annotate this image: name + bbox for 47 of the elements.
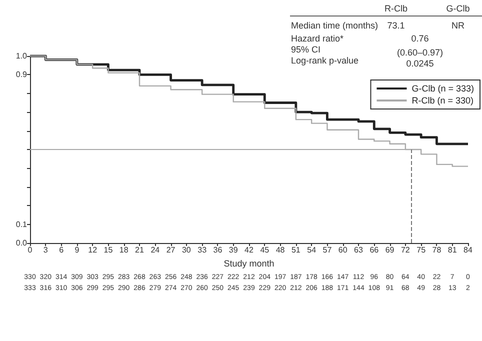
text: 95% CI xyxy=(291,44,321,54)
x-tick-label: 39 xyxy=(228,246,238,254)
x-tick-label: 6 xyxy=(59,246,64,254)
text: R-Clb xyxy=(384,4,408,14)
x-tick-label: 45 xyxy=(260,246,270,254)
annotation: (0.60–0.97) xyxy=(396,48,444,58)
x-tick-label: 42 xyxy=(244,246,254,254)
x-tick-label: 57 xyxy=(322,246,332,254)
y-tick-label: 0.9 xyxy=(16,70,28,80)
text: Median time (months) xyxy=(291,20,378,30)
x-tick-label: 75 xyxy=(416,246,426,254)
text: 73.1 xyxy=(387,20,405,30)
x-tick-label: 9 xyxy=(74,246,80,254)
x-tick-label: 78 xyxy=(432,246,442,254)
y-tick-label: 1.0 xyxy=(16,52,28,60)
x-tick-label: 60 xyxy=(338,246,348,254)
x-tick-label: 33 xyxy=(198,246,208,254)
x-tick-label: 24 xyxy=(150,246,160,254)
text: 0.76 xyxy=(411,34,429,44)
text: NR xyxy=(452,20,465,30)
text: G-Clb xyxy=(446,4,470,14)
x-tick-label: 48 xyxy=(276,246,286,254)
x-tick-label: 81 xyxy=(448,246,458,254)
text: Hazard ratio* xyxy=(291,34,344,44)
x-tick-label: 63 xyxy=(354,246,364,254)
x-tick-label: 84 xyxy=(464,246,473,254)
x-tick-label: 0 xyxy=(28,246,33,254)
legend-label: G-Clb (n = 333) xyxy=(412,84,474,94)
x-axis-title: Study month xyxy=(224,258,274,268)
x-tick-label: 30 xyxy=(182,246,192,254)
x-tick-label: 54 xyxy=(307,246,317,254)
y-tick-label: 0.0 xyxy=(16,238,28,248)
x-tick-label: 21 xyxy=(135,246,144,254)
y-tick-label: 0.1 xyxy=(16,220,28,229)
x-tick-label: 27 xyxy=(166,246,176,254)
x-tick-label: 69 xyxy=(385,246,395,254)
x-tick-label: 36 xyxy=(213,246,223,254)
x-tick-label: 18 xyxy=(119,246,129,254)
legend-label: R-Clb (n = 330) xyxy=(412,96,474,106)
x-tick-label: 15 xyxy=(104,246,114,254)
x-tick-label: 66 xyxy=(370,246,380,254)
x-tick-label: 51 xyxy=(291,246,301,254)
x-tick-label: 3 xyxy=(43,246,48,254)
x-tick-label: 12 xyxy=(88,246,98,254)
x-tick-label: 72 xyxy=(400,246,410,254)
annotation: Log-rank p-value xyxy=(291,56,359,66)
annotation: 0.0245 xyxy=(406,58,434,68)
